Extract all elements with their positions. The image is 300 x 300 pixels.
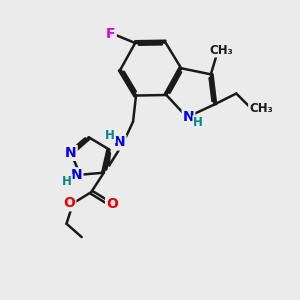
Text: N: N	[71, 168, 82, 182]
Text: N: N	[183, 110, 194, 124]
Text: CH₃: CH₃	[249, 102, 273, 115]
Text: H: H	[62, 175, 72, 188]
Text: F: F	[106, 27, 116, 41]
Text: O: O	[64, 196, 75, 210]
Text: O: O	[106, 197, 118, 211]
Text: N: N	[114, 136, 125, 149]
Text: CH₃: CH₃	[209, 44, 233, 56]
Text: H: H	[194, 116, 203, 129]
Text: H: H	[105, 129, 115, 142]
Text: N: N	[65, 146, 77, 160]
